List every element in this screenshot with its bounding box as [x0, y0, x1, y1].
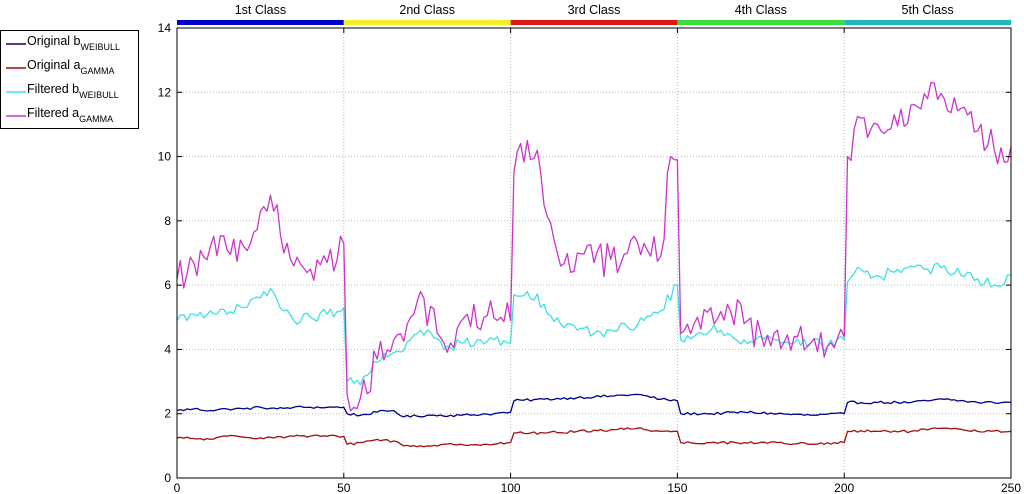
x-tick-label: 200 — [834, 481, 854, 494]
axes: 0 50 100 150 200 250 0 2 4 6 8 10 12 14 — [158, 21, 1022, 494]
legend-entry: Original aGAMMA — [27, 58, 115, 76]
series-line — [176, 262, 1012, 386]
y-tick-label: 12 — [158, 85, 172, 99]
y-tick-label: 0 — [164, 471, 171, 485]
plot-frame — [176, 27, 1012, 479]
class-band-bar — [677, 20, 845, 25]
series-line — [176, 427, 1012, 448]
x-tick-label: 50 — [337, 481, 351, 494]
series-line — [176, 393, 1012, 418]
class-band-bar — [343, 20, 511, 25]
class-band-label: 5th Class — [902, 3, 954, 17]
legend-entry: Filtered aGAMMA — [27, 106, 113, 124]
y-tick-label: 10 — [158, 150, 172, 164]
class-band-label: 2nd Class — [399, 3, 455, 17]
y-tick-label: 4 — [164, 342, 171, 356]
legend: Original bWEIBULL Original aGAMMA Filtered… — [0, 30, 139, 129]
class-band-label: 1st Class — [235, 3, 286, 17]
class-band-bar — [510, 20, 678, 25]
legend-entry: Filtered bWEIBULL — [27, 82, 119, 100]
y-tick-label: 6 — [164, 278, 171, 292]
y-tick-label: 14 — [158, 21, 172, 35]
class-band-label: 4th Class — [735, 3, 787, 17]
x-tick-label: 250 — [1001, 481, 1021, 494]
class-band-label: 3rd Class — [568, 3, 621, 17]
class-band-bar — [177, 20, 344, 25]
grid — [177, 28, 1011, 478]
x-tick-label: 100 — [501, 481, 521, 494]
legend-entry: Original bWEIBULL — [27, 34, 120, 52]
y-tick-label: 2 — [164, 407, 171, 421]
class-band-bar — [844, 20, 1011, 25]
legend-box — [0, 30, 139, 129]
x-tick-label: 0 — [174, 481, 181, 494]
class-bands: 1st Class 2nd Class 3rd Class 4th Class 5th … — [177, 3, 1011, 25]
x-tick-label: 150 — [667, 481, 687, 494]
y-tick-label: 8 — [164, 214, 171, 228]
series-lines — [176, 81, 1012, 448]
series-line — [176, 81, 1012, 412]
